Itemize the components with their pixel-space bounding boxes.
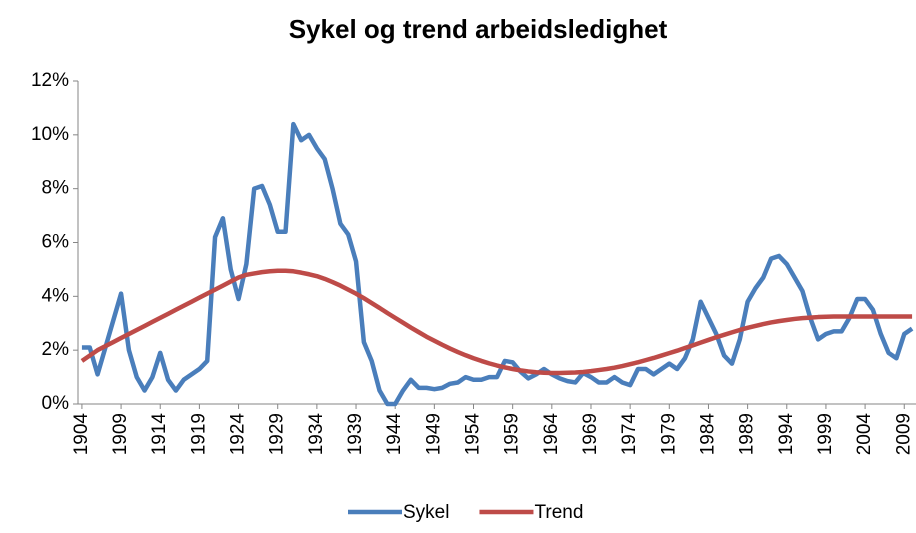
- x-tick-label: 1944: [384, 413, 405, 456]
- y-tick-label: 4%: [42, 285, 70, 306]
- y-tick-label: 8%: [42, 178, 70, 199]
- x-tick-label: 1904: [71, 413, 92, 456]
- x-tick-label: 1949: [423, 413, 444, 455]
- series-line: [81, 121, 914, 407]
- x-tick-label: 2009: [893, 413, 914, 455]
- x-tick-label: 1909: [110, 413, 131, 455]
- x-tick-label: 1914: [149, 413, 170, 456]
- x-tick-label: 1979: [658, 413, 679, 455]
- y-tick-label: 10%: [31, 124, 69, 145]
- x-tick-label: 2004: [854, 413, 875, 456]
- y-tick-label: 12%: [31, 70, 69, 91]
- x-tick-label: 1954: [463, 413, 484, 456]
- x-tick-label: 1969: [580, 413, 601, 455]
- x-tick-label: 1929: [267, 413, 288, 455]
- y-tick-label: 0%: [42, 393, 70, 414]
- y-tick-label: 2%: [42, 339, 70, 360]
- x-tick-label: 1964: [541, 413, 562, 456]
- chart-title: Sykel og trend arbeidsledighet: [289, 14, 668, 44]
- x-tick-label: 1959: [502, 413, 523, 455]
- x-tick-label: 1919: [188, 413, 209, 455]
- x-tick-label: 1999: [815, 413, 836, 455]
- y-tick-label: 6%: [42, 232, 70, 253]
- x-tick-label: 1974: [619, 413, 640, 456]
- x-tick-label: 1984: [697, 413, 718, 456]
- legend-label: Sykel: [403, 502, 449, 523]
- series-line: [80, 268, 913, 376]
- legend-label: Trend: [534, 502, 583, 523]
- x-tick-label: 1934: [306, 413, 327, 456]
- x-tick-label: 1994: [776, 413, 797, 456]
- x-tick-label: 1989: [737, 413, 758, 455]
- x-tick-label: 1924: [228, 413, 249, 456]
- x-tick-label: 1939: [345, 413, 366, 455]
